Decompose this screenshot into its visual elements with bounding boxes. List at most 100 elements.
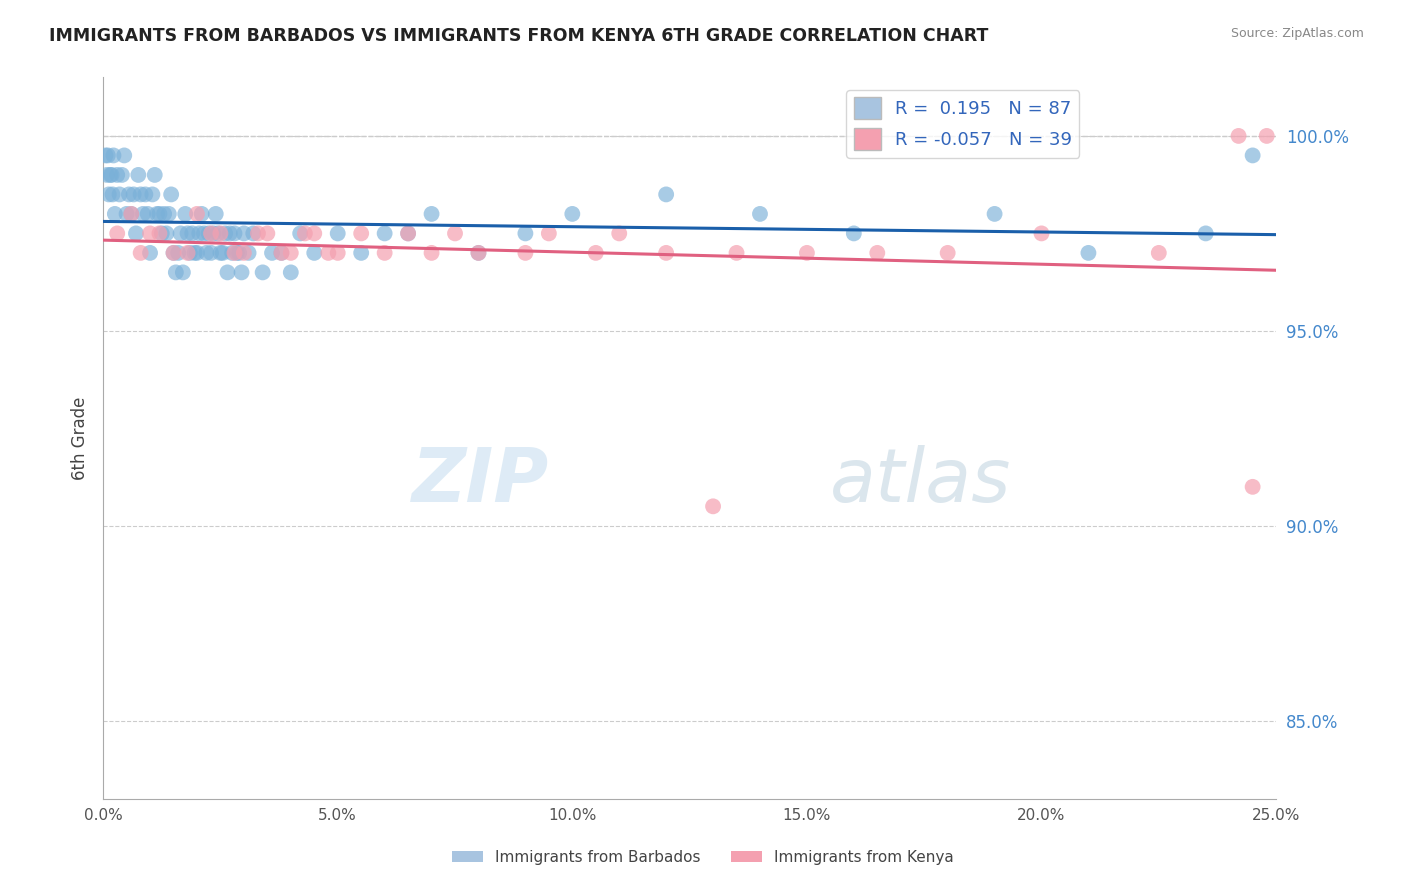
Point — [148, 207, 170, 221]
Point — [167, 246, 190, 260]
Point — [181, 227, 204, 241]
Point — [1147, 246, 1170, 260]
Point — [139, 227, 162, 241]
Point — [318, 246, 340, 260]
Point — [204, 207, 226, 221]
Point — [326, 246, 349, 260]
Point — [179, 246, 201, 260]
Point — [725, 246, 748, 260]
Point — [866, 246, 889, 260]
Point — [304, 246, 326, 260]
Point — [122, 187, 145, 202]
Point — [153, 207, 176, 221]
Point — [174, 207, 197, 221]
Point — [246, 227, 269, 241]
Point — [396, 227, 419, 241]
Point — [197, 227, 219, 241]
Point — [537, 227, 560, 241]
Y-axis label: 6th Grade: 6th Grade — [72, 396, 89, 480]
Point — [232, 227, 254, 241]
Point — [146, 207, 169, 221]
Point — [936, 246, 959, 260]
Point — [1077, 246, 1099, 260]
Point — [176, 246, 198, 260]
Point — [218, 227, 240, 241]
Point — [515, 246, 537, 260]
Point — [186, 207, 208, 221]
Point — [655, 246, 678, 260]
Point — [103, 148, 125, 162]
Point — [132, 207, 155, 221]
Point — [655, 187, 678, 202]
Point — [350, 227, 373, 241]
Point — [129, 246, 152, 260]
Point — [112, 148, 135, 162]
Legend: R =  0.195   N = 87, R = -0.057   N = 39: R = 0.195 N = 87, R = -0.057 N = 39 — [846, 90, 1080, 158]
Point — [211, 246, 233, 260]
Point — [374, 246, 396, 260]
Point — [143, 168, 166, 182]
Point — [136, 207, 159, 221]
Point — [224, 227, 246, 241]
Point — [256, 227, 278, 241]
Legend: Immigrants from Barbados, Immigrants from Kenya: Immigrants from Barbados, Immigrants fro… — [446, 844, 960, 871]
Point — [1241, 480, 1264, 494]
Point — [749, 207, 772, 221]
Point — [214, 227, 236, 241]
Point — [242, 227, 264, 241]
Point — [101, 187, 124, 202]
Point — [209, 227, 232, 241]
Point — [228, 246, 250, 260]
Point — [260, 246, 283, 260]
Point — [420, 246, 443, 260]
Point — [350, 246, 373, 260]
Point — [326, 227, 349, 241]
Point — [252, 265, 274, 279]
Point — [1227, 128, 1250, 143]
Point — [96, 168, 118, 182]
Point — [176, 227, 198, 241]
Point — [94, 148, 117, 162]
Point — [127, 168, 149, 182]
Point — [207, 227, 229, 241]
Point — [467, 246, 489, 260]
Text: Source: ZipAtlas.com: Source: ZipAtlas.com — [1230, 27, 1364, 40]
Point — [232, 246, 254, 260]
Point — [188, 227, 211, 241]
Point — [139, 246, 162, 260]
Point — [225, 246, 247, 260]
Point — [97, 187, 120, 202]
Point — [983, 207, 1005, 221]
Point — [148, 227, 170, 241]
Point — [209, 246, 232, 260]
Point — [200, 246, 222, 260]
Point — [1031, 227, 1053, 241]
Point — [162, 246, 184, 260]
Point — [108, 187, 131, 202]
Point — [183, 246, 205, 260]
Point — [150, 227, 173, 241]
Point — [467, 246, 489, 260]
Point — [842, 227, 865, 241]
Point — [221, 246, 243, 260]
Point — [420, 207, 443, 221]
Point — [100, 168, 122, 182]
Point — [290, 227, 312, 241]
Point — [280, 265, 302, 279]
Point — [1256, 128, 1278, 143]
Point — [796, 246, 818, 260]
Point — [561, 207, 583, 221]
Point — [129, 187, 152, 202]
Point — [270, 246, 292, 260]
Point — [702, 500, 724, 514]
Point — [585, 246, 607, 260]
Point — [231, 265, 253, 279]
Point — [141, 187, 163, 202]
Point — [105, 227, 128, 241]
Point — [186, 246, 208, 260]
Point — [294, 227, 316, 241]
Point — [104, 207, 127, 221]
Point — [238, 246, 260, 260]
Point — [193, 227, 215, 241]
Point — [374, 227, 396, 241]
